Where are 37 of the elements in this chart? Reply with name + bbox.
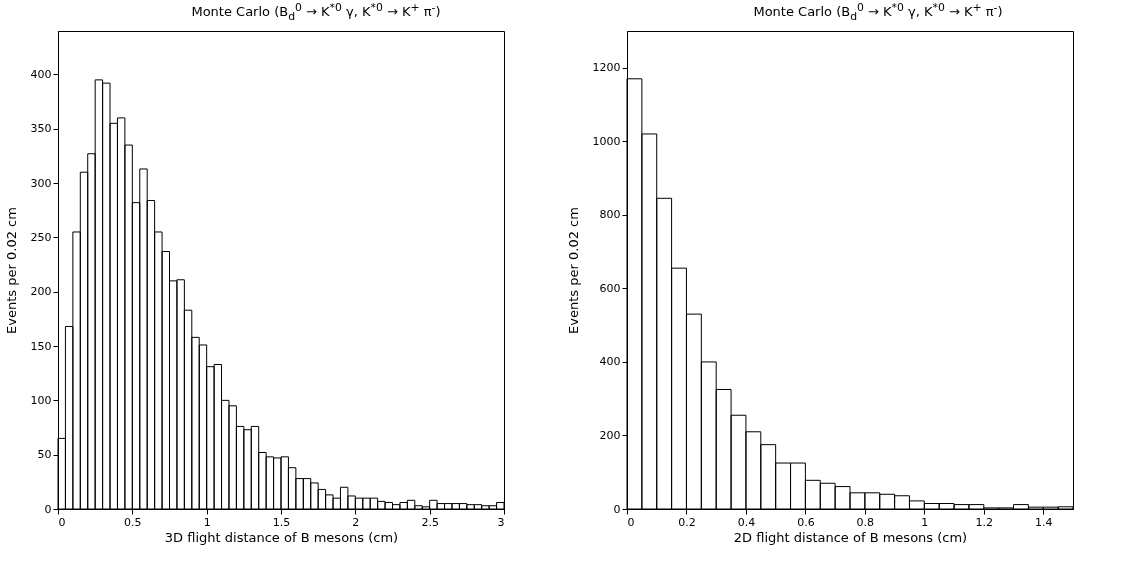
chart-title: Monte Carlo (B$_{d}$$^{0}$ → K$^{*0}$ γ, K$^{*0}$ → K$^{+}$ π$^{-}$): [753, 0, 1003, 23]
x-tick-label: 2: [352, 515, 360, 529]
y-tick-label: 100: [30, 393, 52, 407]
x-tick-label: 1.4: [1035, 515, 1053, 529]
x-tick-label: 3: [497, 515, 505, 529]
x-tick-label: 0: [627, 515, 635, 529]
y-axis-title: Events per 0.02 cm: [3, 207, 19, 334]
y-tick-label: 50: [37, 448, 52, 462]
y-tick-label: 800: [599, 208, 621, 222]
y-tick-label: 600: [599, 281, 621, 295]
y-tick-label: 150: [30, 339, 52, 353]
x-tick-label: 1.2: [975, 515, 994, 529]
y-tick-label: 300: [30, 176, 52, 190]
y-tick-label: 1200: [592, 61, 621, 75]
x-tick-label: 2.5: [421, 515, 439, 529]
y-tick-label: 200: [599, 428, 621, 442]
x-axis-title: 3D flight distance of B mesons (cm): [164, 529, 399, 545]
y-tick-label: 1000: [592, 134, 621, 148]
y-tick-label: 400: [30, 67, 52, 81]
x-tick-label: 0.6: [797, 515, 815, 529]
x-axis-title: 2D flight distance of B mesons (cm): [733, 529, 968, 545]
y-tick-label: 0: [44, 502, 52, 516]
x-tick-label: 1.5: [272, 515, 291, 529]
x-tick-label: 0.4: [737, 515, 756, 529]
x-tick-label: 0: [58, 515, 66, 529]
y-tick-label: 200: [30, 285, 52, 299]
y-tick-label: 0: [613, 502, 621, 516]
x-tick-label: 0.5: [124, 515, 142, 529]
y-tick-label: 400: [599, 355, 621, 369]
x-tick-label: 0.2: [678, 515, 696, 529]
x-tick-label: 1: [203, 515, 211, 529]
chart-title: Monte Carlo (B$_{d}$$^{0}$ → K$^{*0}$ γ, K$^{*0}$ → K$^{+}$ π$^{-}$): [191, 0, 441, 23]
y-tick-label: 350: [30, 122, 52, 136]
y-tick-label: 250: [30, 230, 52, 244]
x-tick-label: 0.8: [856, 515, 875, 529]
x-tick-label: 1: [921, 515, 929, 529]
y-axis-title: Events per 0.02 cm: [565, 207, 581, 334]
